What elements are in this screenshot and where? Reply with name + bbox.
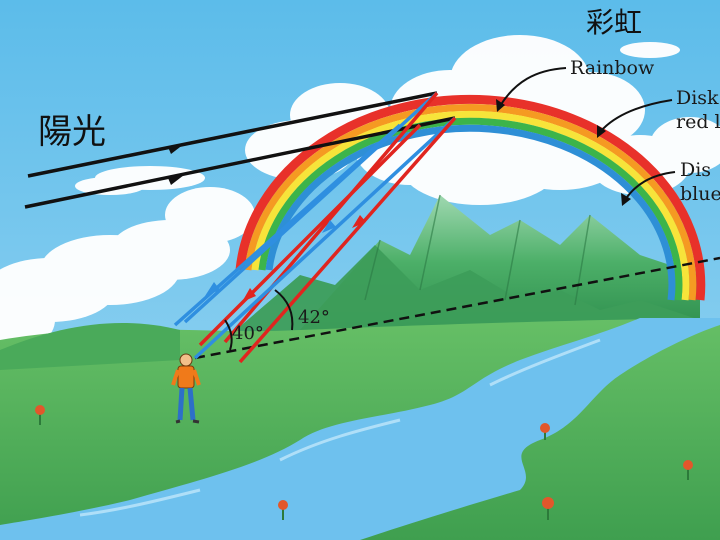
disk-blue-label-2: blue [680,183,720,205]
angle-arc-40 [224,319,233,351]
cloud-left [0,187,255,350]
rainbow-leader-arrow [496,99,505,112]
red-ray-mid [198,123,422,347]
disk-blue-leader-arrow [621,193,631,206]
rainbow-band-red [235,94,706,301]
title-rainbow-cjk: 彩虹 [586,6,642,39]
red-ray-lower [238,116,457,364]
rainbow-band-yellow [251,110,690,301]
rainbow-band-blue [265,124,676,301]
red-arrow-head-2 [352,215,366,228]
flower [35,405,45,425]
flower [540,423,550,440]
disk-blue-leader [624,171,676,201]
angle-arc-42 [274,289,294,331]
blue-ray-lower [193,116,457,360]
sunlight-arrow-upper [168,144,184,154]
disk-red-label-1: Disk [676,87,719,109]
mountains [230,194,700,340]
flowers [35,405,693,520]
cloud-small [75,42,680,195]
flower [542,497,554,520]
flower [683,460,693,480]
rainbow-band-orange [244,103,697,301]
rainbow-arc [235,94,706,301]
rainbow-leader [499,67,567,107]
red-ray-upper [223,91,439,344]
antisolar-line [194,256,720,360]
grass-hill-left [0,322,180,370]
sunlight-ray-upper [27,91,438,178]
river-highlight [79,338,601,517]
disk-red-leader-arrow [597,125,606,138]
disk-red-leader [599,99,673,133]
angle-label-40: 40° [232,323,264,344]
sunlight-arrow-lower [168,175,184,185]
angle-label-42: 42° [298,307,330,328]
blue-arrow-head-2 [322,220,336,233]
blue-arrow-head [205,282,220,296]
rainbow-label: Rainbow [570,57,655,79]
disk-red-label-2: red l [676,111,720,133]
mountain-front [230,245,700,340]
rainbow-band-green [258,117,683,301]
observer-person [171,353,201,424]
disk-blue-label-1: Dis [680,159,711,181]
mountain-ridges [364,194,591,306]
sunlight-ray-lower [24,116,456,209]
sunlight-label-cjk: 陽光 [38,112,106,152]
red-arrow-head [242,288,256,302]
flower [278,500,288,520]
